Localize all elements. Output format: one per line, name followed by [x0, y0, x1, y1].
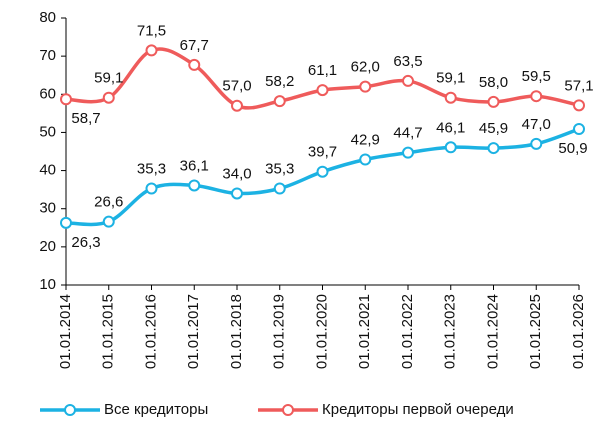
point: [573, 122, 585, 135]
point: [231, 99, 243, 112]
data-label: 34,0: [222, 165, 251, 182]
y-tick-label: 10: [39, 276, 56, 293]
legend-label: Все кредиторы: [104, 401, 208, 418]
data-label: 45,9: [479, 120, 508, 137]
point: [60, 216, 72, 229]
point: [487, 95, 500, 108]
data-label: 58,7: [71, 110, 100, 127]
point: [530, 137, 543, 150]
y-tick-label: 30: [39, 200, 56, 217]
data-label: 59,5: [522, 68, 551, 85]
data-label: 39,7: [308, 144, 337, 161]
point: [573, 99, 585, 112]
x-tick-label: 01.01.2024: [484, 294, 501, 369]
legend-marker: [282, 404, 294, 416]
data-label: 26,3: [71, 234, 100, 251]
x-tick-label: 01.01.2014: [57, 294, 74, 369]
point: [359, 80, 372, 93]
x-tick-label: 01.01.2026: [570, 294, 587, 369]
x-tick-label: 01.01.2016: [142, 294, 159, 369]
data-label: 57,0: [222, 78, 251, 95]
data-label: 42,9: [351, 131, 380, 148]
x-tick-label: 01.01.2017: [185, 294, 202, 369]
point: [316, 84, 329, 97]
point: [188, 58, 201, 71]
y-tick-label: 80: [39, 9, 56, 26]
point: [231, 187, 243, 200]
y-tick-label: 40: [39, 162, 56, 179]
x-tick-label: 01.01.2023: [442, 294, 459, 369]
legend-label: Кредиторы первой очереди: [322, 401, 514, 418]
point: [145, 182, 158, 195]
point: [402, 146, 414, 159]
x-tick-label: 01.01.2015: [100, 294, 117, 369]
point: [530, 90, 543, 103]
x-tick-label: 01.01.2019: [271, 294, 288, 369]
data-label: 62,0: [351, 59, 380, 76]
data-label: 36,1: [180, 157, 209, 174]
point: [359, 153, 372, 166]
x-tick-label: 01.01.2025: [527, 294, 544, 369]
x-tick-label: 01.01.2022: [399, 294, 416, 369]
data-label: 59,1: [94, 70, 123, 87]
x-tick-label: 01.01.2020: [313, 294, 330, 369]
data-label: 63,5: [393, 53, 422, 70]
data-label: 44,7: [393, 125, 422, 142]
data-label: 46,1: [436, 119, 465, 136]
data-label: 35,3: [137, 160, 166, 177]
legend-marker: [64, 404, 76, 416]
y-tick-label: 50: [39, 123, 56, 140]
point: [402, 74, 414, 87]
point: [273, 182, 286, 195]
data-label: 58,2: [265, 73, 294, 90]
data-label: 47,0: [522, 116, 551, 133]
point: [145, 44, 158, 57]
point: [188, 179, 201, 192]
data-label: 58,0: [479, 74, 508, 91]
data-label: 67,7: [180, 37, 209, 54]
data-label: 57,1: [564, 77, 593, 94]
data-label: 61,1: [308, 62, 337, 79]
data-label: 59,1: [436, 70, 465, 87]
y-tick-label: 70: [39, 47, 56, 64]
y-tick-label: 60: [39, 85, 56, 102]
data-label: 26,6: [94, 194, 123, 211]
point: [273, 95, 286, 108]
data-label: 71,5: [137, 22, 166, 39]
point: [444, 91, 457, 104]
point: [60, 93, 72, 106]
y-tick-label: 20: [39, 238, 56, 255]
point: [102, 215, 115, 228]
point: [487, 142, 500, 155]
data-label: 35,3: [265, 160, 294, 177]
point: [316, 165, 329, 178]
point: [102, 91, 115, 104]
point: [444, 141, 457, 154]
data-label: 50,9: [558, 140, 587, 157]
x-tick-label: 01.01.2018: [228, 294, 245, 369]
x-tick-label: 01.01.2021: [356, 294, 373, 369]
